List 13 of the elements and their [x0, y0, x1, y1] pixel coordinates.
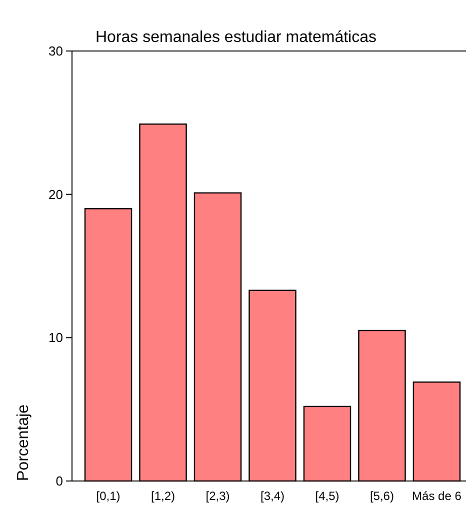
- y-tick-label: 30: [48, 44, 63, 59]
- y-tick-label: 0: [56, 474, 63, 489]
- chart-title: Horas semanales estudiar matemáticas: [95, 29, 377, 46]
- x-tick-label: [1,2): [151, 489, 176, 503]
- y-tick-label: 20: [48, 186, 63, 202]
- x-tick-label: [3,4): [260, 489, 285, 503]
- x-tick-label: [2,3): [206, 489, 230, 503]
- x-tick-label: [0,1): [96, 489, 120, 503]
- x-tick-label: Más de 6: [412, 489, 462, 503]
- y-axis-title: Porcentaje: [15, 404, 32, 481]
- x-tick-label: [4,5): [315, 489, 340, 503]
- x-tick-label: [5,6): [370, 489, 394, 503]
- y-tick-label: 10: [48, 330, 63, 346]
